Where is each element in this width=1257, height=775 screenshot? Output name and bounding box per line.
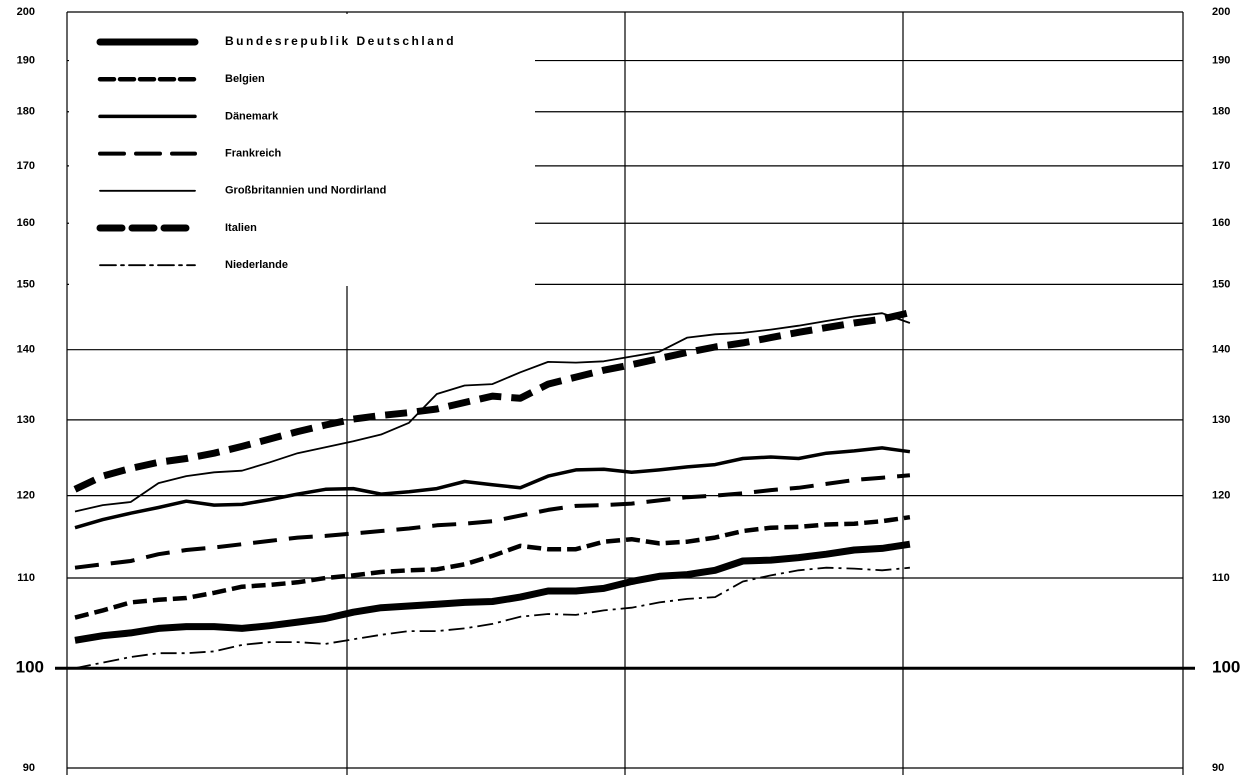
y-tick-label: 150 bbox=[17, 278, 35, 290]
y-tick-label: 200 bbox=[17, 6, 35, 18]
series-line bbox=[74, 312, 911, 513]
y-tick-label-right: 140 bbox=[1212, 344, 1230, 356]
legend-label: Frankreich bbox=[225, 148, 282, 160]
series-line bbox=[74, 540, 911, 644]
y-tick-label-right: 190 bbox=[1212, 54, 1230, 66]
y-tick-label-right: 110 bbox=[1212, 572, 1230, 584]
y-tick-label: 100 bbox=[16, 658, 44, 677]
series-line bbox=[74, 473, 911, 570]
y-tick-label: 90 bbox=[23, 762, 35, 774]
y-tick-label: 170 bbox=[17, 160, 35, 172]
series-line bbox=[74, 514, 911, 620]
y-tick-label-right: 90 bbox=[1212, 762, 1224, 774]
y-tick-label-right: 130 bbox=[1212, 414, 1230, 426]
legend-box bbox=[69, 14, 535, 286]
legend-label: Dänemark bbox=[225, 110, 279, 122]
y-tick-label: 180 bbox=[17, 106, 35, 118]
y-tick-label-right: 120 bbox=[1212, 490, 1230, 502]
legend-label: Bundesrepublik Deutschland bbox=[225, 34, 456, 48]
y-tick-label: 190 bbox=[17, 54, 35, 66]
y-tick-label: 130 bbox=[17, 414, 35, 426]
y-tick-label-right: 160 bbox=[1212, 217, 1230, 229]
y-tick-label-right: 180 bbox=[1212, 106, 1230, 118]
y-tick-label-right: 150 bbox=[1212, 278, 1230, 290]
legend-label: Belgien bbox=[225, 73, 265, 85]
legend-label: Italien bbox=[225, 222, 257, 234]
legend: Bundesrepublik Deutschland Belgien Dänemar… bbox=[96, 34, 456, 271]
y-tick-label-right: 200 bbox=[1212, 6, 1230, 18]
series-line bbox=[74, 566, 910, 670]
y-tick-label: 160 bbox=[17, 217, 35, 229]
series-line bbox=[74, 446, 911, 530]
y-tick-label: 140 bbox=[17, 344, 35, 356]
y-tick-label-right: 170 bbox=[1212, 160, 1230, 172]
legend-label: Niederlande bbox=[225, 259, 288, 271]
series-line bbox=[73, 309, 911, 493]
lines bbox=[73, 309, 911, 670]
legend-label: Großbritannien und Nordirland bbox=[225, 185, 386, 197]
y-tick-label: 120 bbox=[17, 490, 35, 502]
y-tick-label-right: 100 bbox=[1212, 658, 1240, 677]
y-tick-label: 110 bbox=[17, 572, 35, 584]
